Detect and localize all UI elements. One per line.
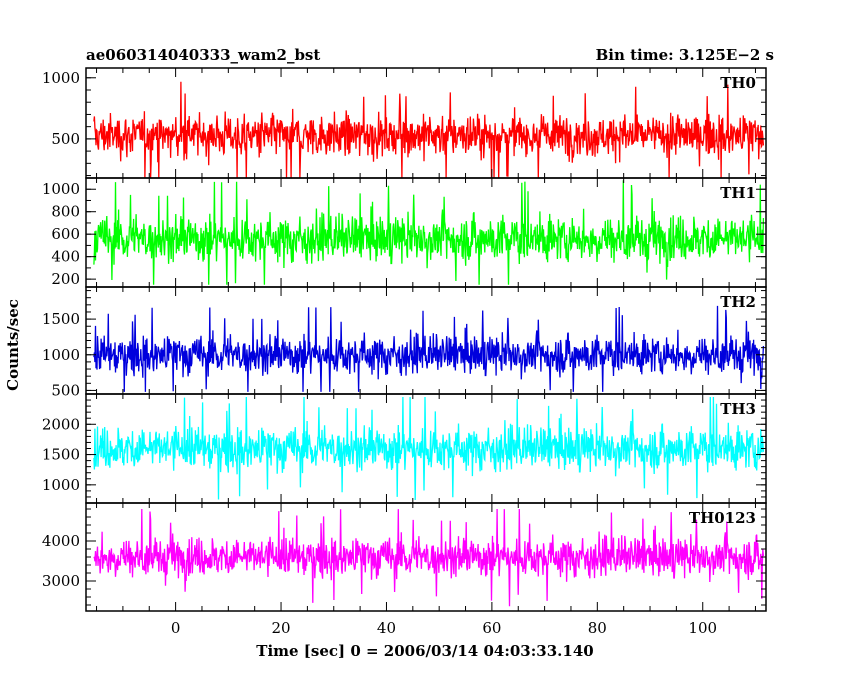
panel-th0123: 3000 4000 TH0123 <box>42 502 767 612</box>
chart-title-left: ae060314040333_wam2_bst <box>86 46 320 64</box>
y-tick-label: 1500 <box>42 446 80 464</box>
y-tick-label: 600 <box>51 225 80 243</box>
y-tick-label: 1000 <box>42 346 80 364</box>
x-tick-label: 0 <box>171 619 181 637</box>
y-tick-label: 1000 <box>42 476 80 494</box>
series-label: TH2 <box>720 293 756 311</box>
x-tick-label: 40 <box>377 619 396 637</box>
y-axis-label: Counts/sec <box>4 299 22 391</box>
y-tick-label: 4000 <box>42 532 80 550</box>
x-tick-label: 80 <box>588 619 607 637</box>
panel-th2: 500 1000 1500 TH2 <box>42 286 767 399</box>
x-axis-label: Time [sec] 0 = 2006/03/14 04:03:33.140 <box>256 642 593 660</box>
y-tick-label: 1000 <box>42 180 80 198</box>
x-tick-label: 60 <box>482 619 501 637</box>
panel-th1: 200 400 600 800 1000 TH1 <box>42 177 767 288</box>
chart-title-right: Bin time: 3.125E−2 s <box>596 46 774 64</box>
x-tick-label: 20 <box>271 619 290 637</box>
series-line-th0 <box>93 81 765 178</box>
series-label: TH3 <box>720 400 756 418</box>
y-tick-label: 3000 <box>42 572 80 590</box>
series-label: TH0 <box>720 74 756 92</box>
y-tick-label: 200 <box>51 270 80 288</box>
y-tick-label: 500 <box>51 130 80 148</box>
y-tick-label: 400 <box>51 248 80 266</box>
panel-th0: 500 1000 TH0 <box>42 67 767 179</box>
series-line-th2 <box>93 305 765 392</box>
series-line-th3 <box>93 396 765 501</box>
series-label: TH1 <box>720 184 756 202</box>
y-tick-label: 2000 <box>42 415 80 433</box>
y-tick-label: 1000 <box>42 69 80 87</box>
panel-th3: 1000 1500 2000 TH3 <box>42 393 767 504</box>
series-line-th1 <box>93 180 765 285</box>
y-tick-label: 500 <box>51 381 80 399</box>
y-tick-label: 800 <box>51 203 80 221</box>
x-tick-label: 100 <box>688 619 717 637</box>
series-line-th0123 <box>93 508 765 607</box>
panel-frame <box>85 286 767 395</box>
series-label: TH0123 <box>689 509 756 527</box>
y-tick-label: 1500 <box>42 310 80 328</box>
